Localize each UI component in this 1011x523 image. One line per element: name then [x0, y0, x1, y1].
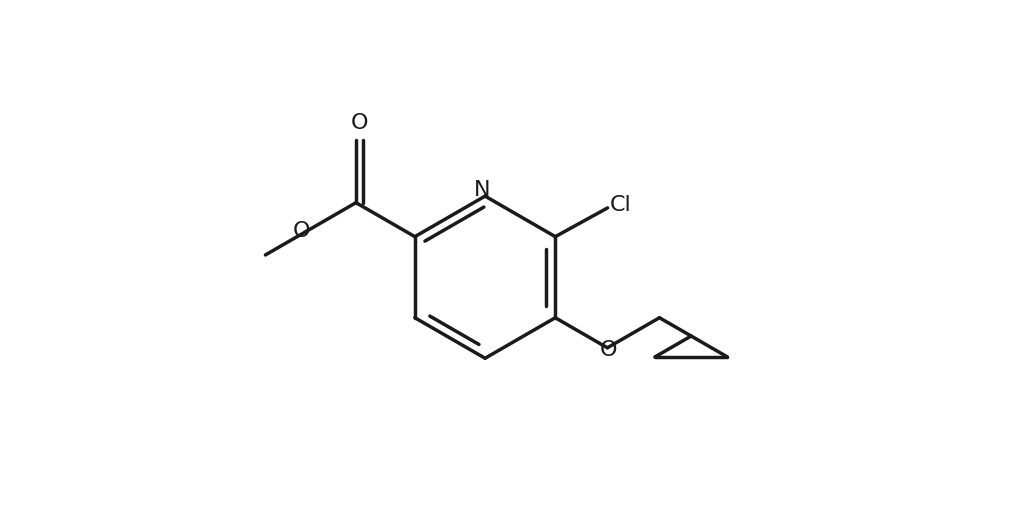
Text: O: O [600, 340, 617, 360]
Text: N: N [474, 180, 490, 200]
Text: Cl: Cl [610, 195, 631, 215]
Text: O: O [350, 112, 368, 133]
Text: O: O [293, 221, 310, 242]
